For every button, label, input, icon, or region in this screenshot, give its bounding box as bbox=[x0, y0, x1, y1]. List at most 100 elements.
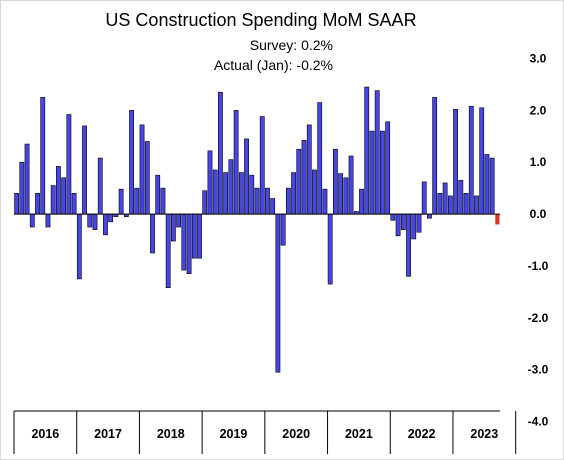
bar bbox=[35, 193, 40, 215]
bar bbox=[207, 150, 213, 215]
bar bbox=[19, 161, 25, 215]
year-label: 2021 bbox=[345, 427, 373, 441]
bar bbox=[191, 213, 197, 259]
actual-annotation: Actual (Jan): -0.2% bbox=[214, 57, 333, 73]
bar bbox=[223, 172, 229, 215]
bar bbox=[265, 187, 270, 215]
bar bbox=[442, 182, 448, 215]
bar bbox=[197, 213, 202, 259]
y-tick-label: 2.0 bbox=[530, 103, 547, 117]
bar bbox=[165, 213, 171, 289]
chart-title: US Construction Spending MoM SAAR bbox=[105, 10, 416, 30]
bar bbox=[406, 213, 411, 277]
bar bbox=[458, 180, 464, 215]
bar bbox=[103, 213, 108, 236]
bar bbox=[150, 213, 155, 254]
bar bbox=[259, 116, 265, 215]
year-label: 2019 bbox=[220, 427, 248, 441]
bar bbox=[437, 193, 443, 215]
survey-annotation: Survey: 0.2% bbox=[250, 37, 333, 53]
y-tick-label: -3.0 bbox=[528, 363, 549, 377]
bar bbox=[474, 195, 479, 215]
bar bbox=[447, 195, 453, 215]
bar bbox=[254, 187, 260, 215]
bar bbox=[71, 193, 77, 215]
bar bbox=[244, 138, 249, 215]
bar bbox=[312, 169, 317, 215]
bar bbox=[296, 148, 302, 215]
bar bbox=[306, 124, 312, 215]
y-tick-label: -1.0 bbox=[528, 259, 549, 273]
bar bbox=[270, 198, 276, 215]
bar bbox=[238, 172, 244, 215]
year-label: 2023 bbox=[470, 427, 498, 441]
bar bbox=[463, 193, 469, 215]
bar bbox=[322, 188, 328, 215]
bar bbox=[348, 155, 354, 215]
bar bbox=[489, 157, 495, 215]
bar bbox=[390, 213, 396, 221]
bar bbox=[453, 109, 458, 215]
bar bbox=[359, 188, 364, 215]
bar bbox=[369, 130, 375, 215]
bar bbox=[144, 141, 150, 215]
bar bbox=[228, 159, 234, 215]
bar bbox=[176, 213, 182, 228]
bar bbox=[76, 213, 82, 280]
bar bbox=[118, 188, 124, 215]
year-label: 2016 bbox=[31, 427, 59, 441]
bar bbox=[374, 90, 380, 215]
bar bbox=[432, 97, 438, 215]
y-tick-label: 3.0 bbox=[530, 52, 547, 66]
bar bbox=[155, 174, 161, 215]
y-tick-label: -2.0 bbox=[528, 311, 549, 325]
year-label: 2020 bbox=[282, 427, 310, 441]
bar bbox=[400, 213, 406, 230]
bar bbox=[66, 114, 72, 215]
bar bbox=[327, 213, 333, 285]
bar bbox=[411, 213, 417, 240]
bar bbox=[181, 213, 187, 271]
bar bbox=[45, 213, 51, 228]
bar bbox=[421, 181, 427, 215]
year-label: 2022 bbox=[408, 427, 436, 441]
axes: 3.0 2.0 1.0 0.0 -1.0 -2.0 -3.0 -4.0 2016 2017 2018… bbox=[13, 52, 549, 454]
bar bbox=[317, 102, 323, 215]
y-tick-label: -4.0 bbox=[528, 415, 549, 429]
bar bbox=[395, 213, 401, 237]
bar bbox=[479, 107, 485, 215]
bar bbox=[427, 213, 432, 219]
bar bbox=[160, 187, 166, 215]
bar bbox=[61, 177, 67, 215]
bar bbox=[468, 105, 474, 215]
bar bbox=[338, 173, 343, 215]
bar bbox=[202, 190, 208, 215]
bar bbox=[385, 121, 391, 215]
bar bbox=[50, 185, 56, 215]
bar bbox=[380, 130, 385, 215]
bar bbox=[343, 177, 349, 215]
bar bbox=[212, 169, 218, 215]
bar bbox=[249, 174, 255, 215]
bar bbox=[364, 86, 370, 215]
bar bbox=[285, 187, 291, 215]
bar bbox=[40, 97, 46, 215]
bar bbox=[484, 154, 490, 215]
bar bbox=[14, 193, 20, 215]
bar bbox=[233, 110, 239, 215]
bar bbox=[129, 110, 134, 215]
bar bbox=[275, 213, 281, 373]
bar bbox=[56, 166, 61, 215]
bar bbox=[280, 213, 286, 246]
bar bbox=[171, 213, 176, 242]
bar bbox=[29, 213, 35, 228]
bar bbox=[301, 140, 307, 215]
bar bbox=[139, 124, 145, 215]
bar bbox=[92, 213, 98, 230]
y-tick-label: 1.0 bbox=[530, 155, 547, 169]
bar bbox=[108, 213, 114, 223]
bar bbox=[416, 213, 422, 233]
year-label: 2018 bbox=[157, 427, 185, 441]
